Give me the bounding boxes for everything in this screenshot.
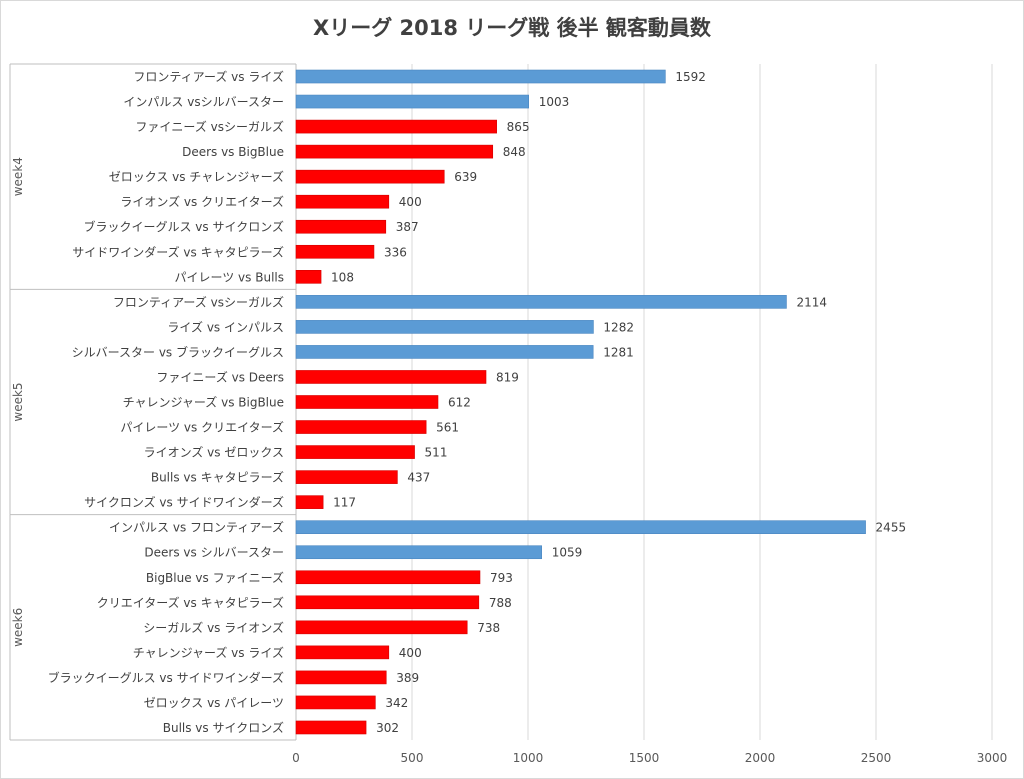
data-label: 1592: [675, 70, 706, 84]
data-label: 302: [376, 721, 399, 735]
group-label-week6: week6: [11, 608, 25, 647]
category-label: ゼロックス vs パイレーツ: [144, 696, 284, 710]
bar: [295, 345, 594, 359]
category-label: BigBlue vs ファイニーズ: [146, 570, 284, 585]
bar: [295, 495, 324, 509]
category-label: シルバースター vs ブラックイーグルス: [72, 344, 284, 359]
bar: [295, 244, 375, 259]
data-label: 738: [477, 621, 500, 635]
data-label: 2114: [796, 295, 827, 309]
data-label: 342: [385, 696, 408, 710]
bar: [295, 420, 427, 434]
bar: [295, 194, 390, 209]
x-tick-label: 0: [292, 751, 300, 765]
data-label: 117: [333, 496, 356, 510]
x-tick-label: 3000: [977, 751, 1008, 765]
category-label: ライズ vs インパルス: [167, 319, 284, 334]
category-label: Deers vs シルバースター: [144, 546, 284, 560]
category-label: サイクロンズ vs サイドワインダーズ: [84, 495, 284, 510]
data-label: 400: [399, 646, 422, 660]
bar: [295, 620, 468, 635]
data-label: 387: [396, 220, 419, 234]
x-tick-label: 500: [401, 751, 424, 765]
bar: [295, 570, 481, 585]
category-label: ファイニーズ vs Deers: [156, 369, 284, 384]
bar: [295, 270, 322, 284]
category-label: ゼロックス vs チャレンジャーズ: [109, 169, 284, 184]
data-label: 400: [399, 195, 422, 209]
category-label: ライオンズ vs クリエイターズ: [120, 194, 284, 209]
category-label: パイレーツ vs クリエイターズ: [120, 420, 284, 435]
x-tick-label: 1500: [629, 751, 660, 765]
category-label: クリエイターズ vs キャタピラーズ: [97, 595, 284, 610]
x-tick-label: 1000: [513, 751, 544, 765]
bar: [295, 470, 398, 484]
data-label: 561: [436, 421, 459, 435]
bar: [295, 219, 387, 234]
data-label: 865: [507, 120, 530, 134]
bar: [295, 69, 666, 84]
x-tick-label: 2500: [861, 751, 892, 765]
bar: [295, 595, 480, 610]
bar: [295, 445, 415, 459]
group-label-week5: week5: [11, 382, 25, 421]
category-label: Bulls vs キャタピラーズ: [151, 470, 284, 485]
data-label: 848: [503, 145, 526, 159]
bar: [295, 520, 866, 534]
category-label: インパルス vsシルバースター: [123, 95, 284, 109]
category-label: ブラックイーグルス vs サイドワインダーズ: [48, 670, 284, 685]
category-label: Bulls vs サイクロンズ: [163, 720, 284, 735]
bar: [295, 370, 487, 384]
bar: [295, 144, 494, 159]
category-label: ライオンズ vs ゼロックス: [144, 445, 284, 460]
data-label: 389: [396, 671, 419, 685]
data-label: 1003: [539, 95, 570, 109]
data-label: 1282: [603, 320, 634, 334]
data-label: 819: [496, 370, 519, 384]
bar: [295, 720, 367, 735]
category-label: Deers vs BigBlue: [182, 145, 284, 159]
data-label: 2455: [876, 521, 907, 535]
data-label: 612: [448, 396, 471, 410]
category-label: サイドワインダーズ vs キャタピラーズ: [72, 244, 284, 259]
data-label: 437: [407, 471, 430, 485]
category-label: チャレンジャーズ vs ライズ: [133, 645, 284, 660]
category-label: ブラックイーグルス vs サイクロンズ: [83, 219, 284, 234]
bar: [295, 119, 497, 134]
x-tick-label: 2000: [745, 751, 776, 765]
category-label: フロンティアーズ vs ライズ: [133, 69, 284, 84]
bar: [295, 169, 445, 184]
bar: [295, 395, 439, 409]
bar: [295, 670, 387, 685]
data-label: 1281: [603, 345, 634, 359]
bar: [295, 645, 390, 660]
chart-title: Xリーグ 2018 リーグ戦 後半 観客動員数: [313, 16, 711, 40]
bar: [295, 94, 529, 109]
bar: [295, 545, 542, 560]
category-label: インパルス vs フロンティアーズ: [109, 520, 284, 535]
bar: [295, 320, 594, 334]
data-label: 108: [331, 270, 354, 284]
category-label: パイレーツ vs Bulls: [174, 270, 284, 284]
data-label: 511: [425, 446, 448, 460]
data-label: 336: [384, 245, 407, 259]
data-label: 639: [454, 170, 477, 184]
category-label: ファイニーズ vsシーガルズ: [135, 119, 284, 134]
data-label: 788: [489, 596, 512, 610]
data-label: 1059: [552, 546, 583, 560]
bar: [295, 695, 376, 710]
category-label: フロンティアーズ vsシーガルズ: [113, 294, 284, 309]
data-label: 793: [490, 571, 513, 585]
category-label: シーガルズ vs ライオンズ: [143, 620, 284, 635]
bar: [295, 295, 787, 309]
group-label-week4: week4: [11, 157, 25, 196]
category-label: チャレンジャーズ vs BigBlue: [123, 395, 284, 410]
